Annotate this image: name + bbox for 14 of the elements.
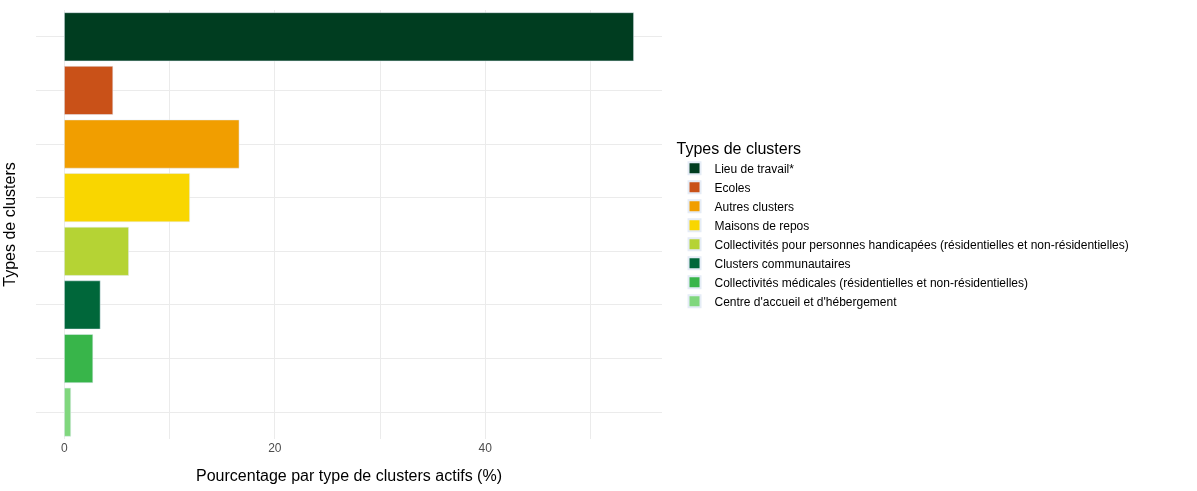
x-axis-title: Pourcentage par type de clusters actifs (%) [196, 466, 502, 484]
legend-title: Types de clusters [676, 139, 802, 157]
legend-label: Lieu de travail* [714, 161, 795, 176]
legend-label: Clusters communautaires [714, 256, 851, 271]
x-tick-label: 40 [478, 441, 493, 455]
legend-label: Collectivités pour personnes handicapées (résidentielles et non-résidentielles) [714, 237, 1129, 252]
y-axis-title: Types de clusters [0, 162, 18, 287]
legend-label: Collectivités médicales (résidentielles et non-résidentielles) [714, 275, 1028, 290]
legend-label: Ecoles [714, 180, 751, 195]
legend-label: Maisons de repos [714, 218, 810, 233]
x-tick-label: 0 [61, 441, 69, 455]
legend-label: Centre d'accueil et d'hébergement [714, 294, 898, 309]
x-tick-label: 20 [268, 441, 282, 455]
legend-label: Autres clusters [714, 199, 794, 214]
